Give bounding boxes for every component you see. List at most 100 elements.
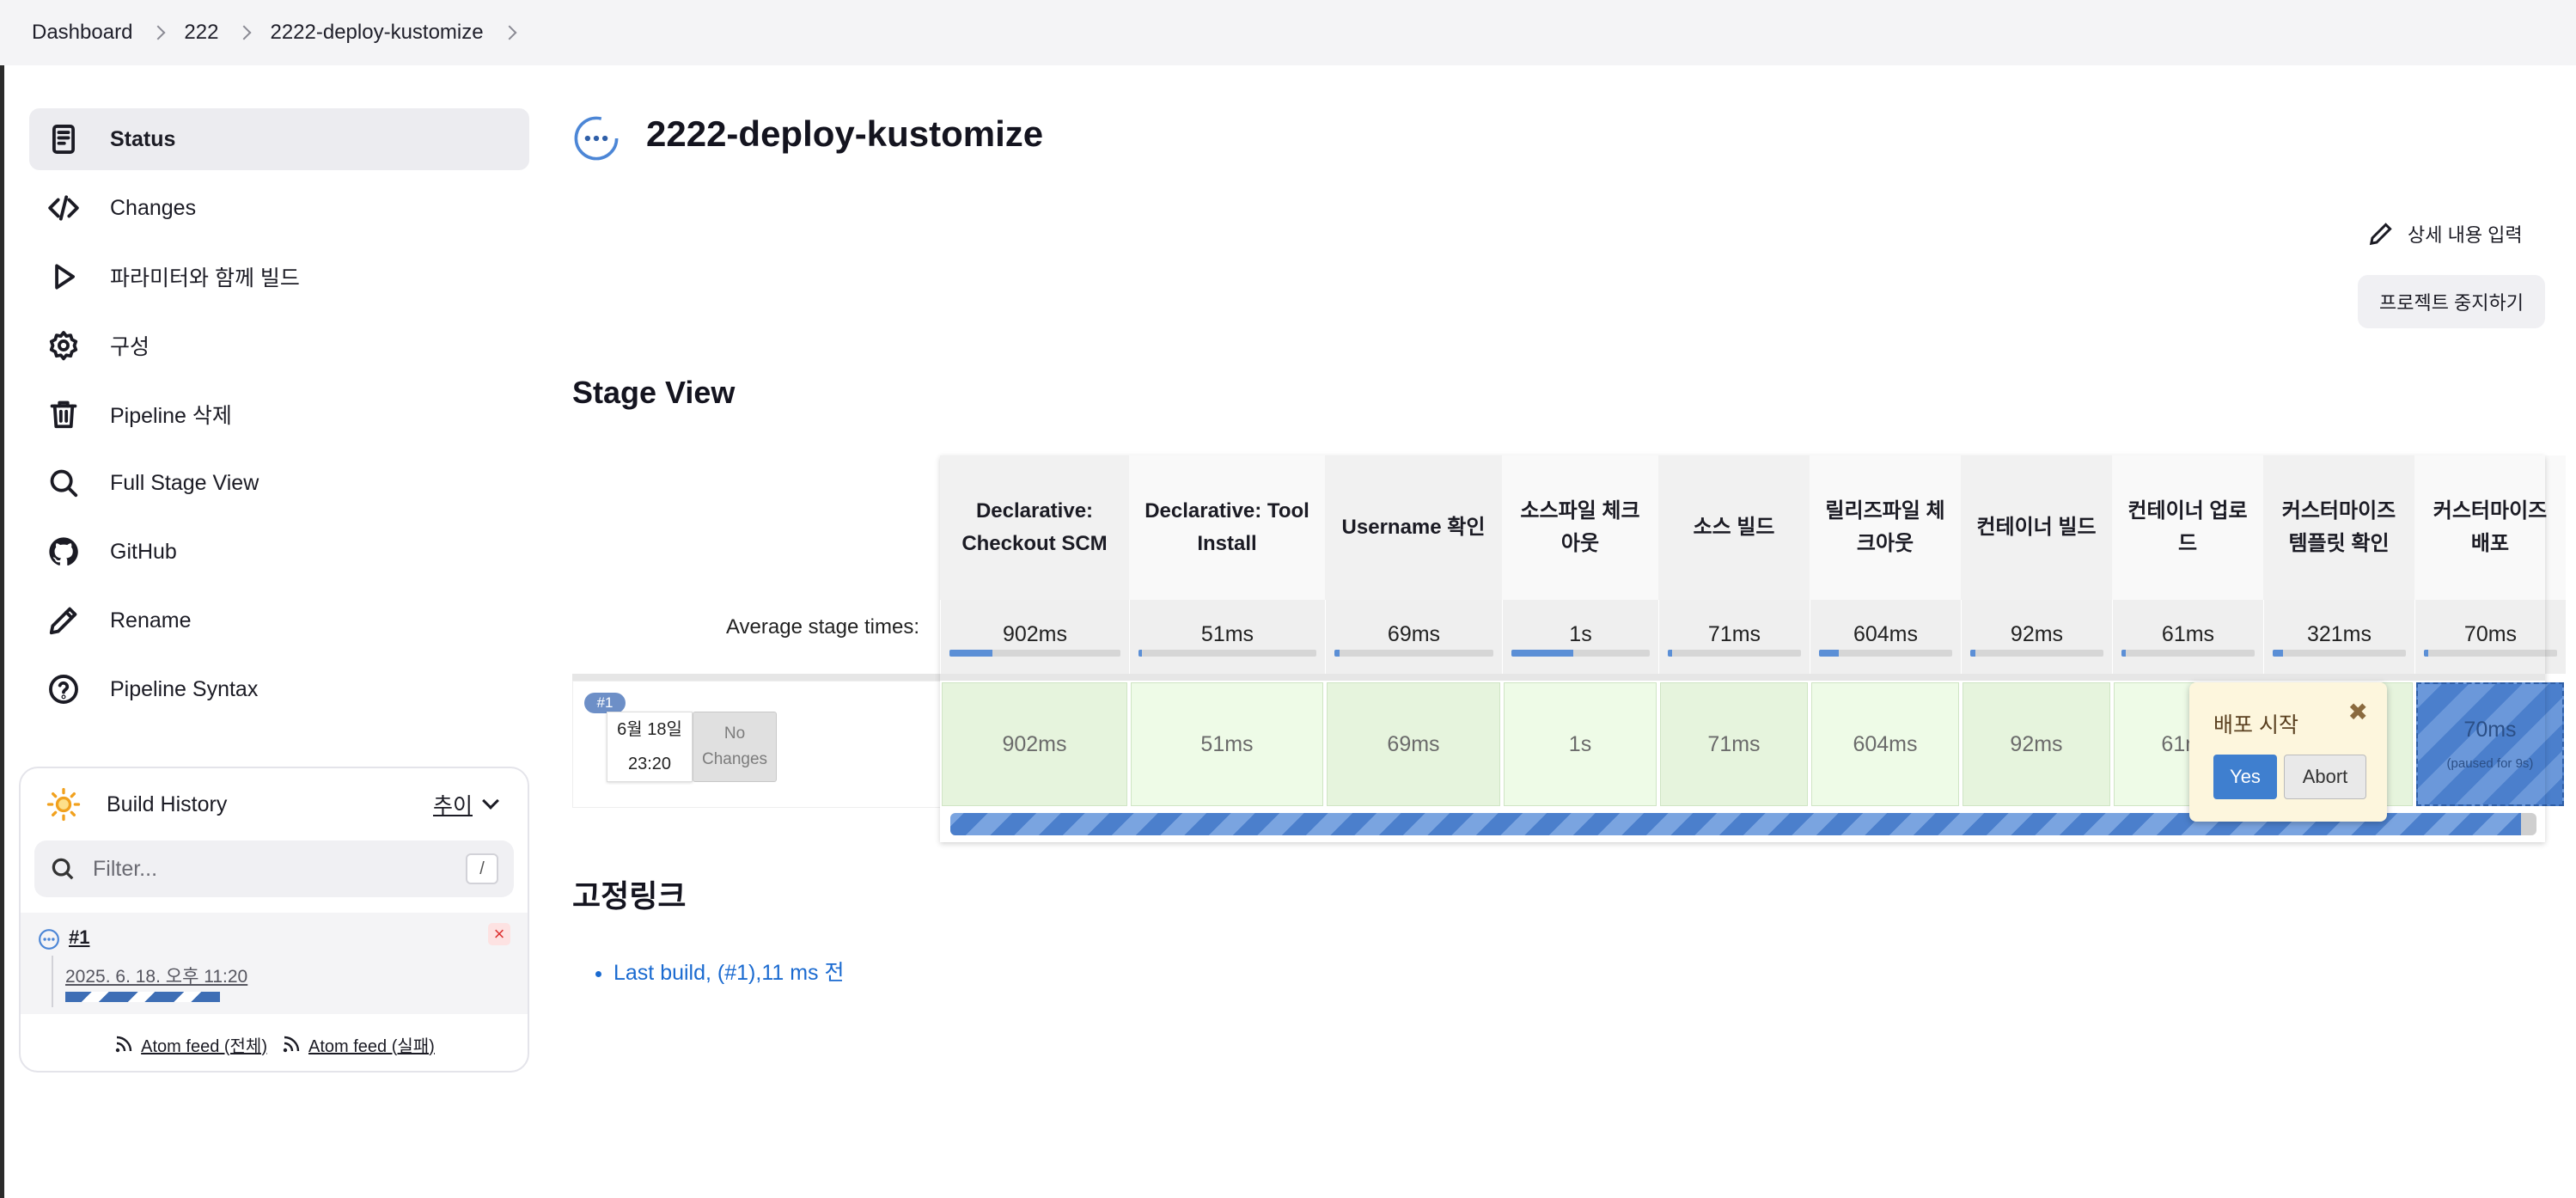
- stage-average-bar: [2273, 650, 2406, 657]
- edit-description-label: 상세 내용 입력: [2408, 224, 2523, 246]
- stage-column: 소스파일 체크아웃 1s 1s: [1502, 455, 1658, 816]
- stage-average-bar: [1668, 650, 1801, 657]
- sidebar-item-configure[interactable]: 구성: [29, 315, 529, 376]
- cancel-build-icon[interactable]: ×: [488, 923, 510, 945]
- atom-feed-all-link[interactable]: Atom feed (전체): [113, 1032, 267, 1057]
- stage-column: Declarative: Checkout SCM 902ms 902ms: [940, 455, 1129, 816]
- build-date-link[interactable]: 2025. 6. 18. 오후 11:20: [65, 967, 248, 987]
- stage-average: 51ms: [1129, 600, 1325, 674]
- permalink-item: Last build, (#1),11 ms 전: [613, 956, 844, 987]
- stage-view-divider: [572, 674, 2545, 681]
- stage-column: 릴리즈파일 체크아웃 604ms 604ms: [1810, 455, 1961, 816]
- build-number-link[interactable]: #1: [69, 926, 90, 948]
- atom-feed-failed-link[interactable]: Atom feed (실패): [281, 1032, 435, 1057]
- sidebar-item-changes[interactable]: Changes: [29, 177, 529, 239]
- stage-cell-time: 1s: [1568, 731, 1592, 756]
- in-progress-icon: [574, 116, 619, 161]
- stage-average-time: 92ms: [2010, 622, 2064, 646]
- stage-average-bar-fill: [1668, 650, 1672, 657]
- stage-average-time: 1s: [1569, 622, 1592, 646]
- stage-average-time: 51ms: [1200, 622, 1254, 646]
- stage-average: 71ms: [1658, 600, 1810, 674]
- pencil-icon: [2369, 223, 2392, 246]
- trend-link[interactable]: 추이: [432, 794, 473, 818]
- stage-average-bar-fill: [1819, 650, 1840, 657]
- stage-cell-running[interactable]: 70ms (paused for 9s): [2416, 682, 2564, 806]
- permalinks-list: Last build, (#1),11 ms 전: [613, 956, 844, 987]
- stop-project-button[interactable]: 프로젝트 중지하기: [2358, 275, 2545, 328]
- stage-cell-success[interactable]: 604ms: [1811, 682, 1959, 806]
- stage-average: 70ms: [2414, 600, 2566, 674]
- stage-cell-time: 902ms: [1002, 731, 1067, 756]
- edit-description-link[interactable]: 상세 내용 입력: [2368, 220, 2523, 248]
- rss-icon: [115, 1036, 132, 1053]
- stage-average-bar: [1511, 650, 1650, 657]
- sidebar-item-label: 파라미터와 함께 빌드: [110, 266, 300, 290]
- stage-cell-time: 51ms: [1200, 731, 1254, 756]
- atom-feed-all-label: Atom feed (전체): [141, 1036, 267, 1056]
- sidebar-item-status[interactable]: Status: [29, 108, 529, 170]
- gear-icon: [46, 328, 81, 363]
- sidebar-item-label: Pipeline 삭제: [110, 404, 232, 428]
- stage-average-time: 604ms: [1853, 622, 1919, 646]
- sidebar-item-build-with-parameters[interactable]: 파라미터와 함께 빌드: [29, 246, 529, 308]
- trash-icon: [46, 397, 81, 431]
- play-icon: [46, 260, 81, 294]
- build-history-title: Build History: [107, 792, 228, 816]
- stage-average-bar: [2424, 650, 2557, 657]
- build-filter-input[interactable]: [93, 856, 466, 882]
- sun-icon: [46, 787, 81, 822]
- sidebar-item-label: 구성: [110, 335, 150, 359]
- stage-header: 소스파일 체크아웃: [1502, 455, 1658, 600]
- stage-cell-time: 604ms: [1853, 731, 1918, 756]
- sidebar-item-full-stage-view[interactable]: Full Stage View: [29, 452, 529, 514]
- stage-cell-success[interactable]: 71ms: [1660, 682, 1808, 806]
- breadcrumb-job[interactable]: 2222-deploy-kustomize: [270, 21, 484, 44]
- stage-average-bar: [1334, 650, 1493, 657]
- sidebar: Status Changes 파라미터와 함께 빌드 구성 Pipeline 삭…: [29, 108, 529, 727]
- stage-average-time: 61ms: [2161, 622, 2215, 646]
- build-history-widget: Build History 추이 / #1 × 2025. 6. 18. 오후 …: [19, 767, 529, 1073]
- stage-column: 컨테이너 빌드 92ms 92ms: [1961, 455, 2112, 816]
- stage-header: 컨테이너 빌드: [1961, 455, 2112, 600]
- chevron-down-icon[interactable]: [482, 792, 499, 810]
- stage-average-bar: [1970, 650, 2103, 657]
- permalinks-title: 고정링크: [572, 878, 687, 914]
- stage-average-time: 71ms: [1707, 622, 1761, 646]
- sidebar-item-pipeline-syntax[interactable]: Pipeline Syntax: [29, 658, 529, 720]
- last-build-link[interactable]: Last build, (#1),11 ms 전: [613, 961, 845, 985]
- search-icon: [52, 858, 74, 880]
- breadcrumb-folder[interactable]: 222: [184, 21, 219, 44]
- sidebar-item-github[interactable]: GitHub: [29, 521, 529, 583]
- stage-cell-success[interactable]: 69ms: [1327, 682, 1500, 806]
- yes-button[interactable]: Yes: [2213, 755, 2277, 799]
- stage-cell-success[interactable]: 1s: [1504, 682, 1657, 806]
- stage-average: 92ms: [1961, 600, 2112, 674]
- status-icon: [46, 122, 81, 156]
- build-date-time: 23:20: [627, 755, 672, 773]
- build-history-row: #1 × 2025. 6. 18. 오후 11:20: [21, 913, 528, 1014]
- sidebar-item-label: Changes: [110, 195, 197, 220]
- stage-column: 커스터마이즈 배포 70ms 70ms (paused for 9s): [2414, 455, 2566, 816]
- stage-cell-success[interactable]: 51ms: [1131, 682, 1323, 806]
- stage-header: 소스 빌드: [1658, 455, 1810, 600]
- close-icon[interactable]: ✖: [2347, 699, 2368, 725]
- stage-average-time: 70ms: [2463, 622, 2518, 646]
- github-icon: [46, 535, 81, 569]
- stage-average-bar-fill: [2273, 650, 2284, 657]
- stage-header: Username 확인: [1325, 455, 1502, 600]
- build-badge[interactable]: #1: [584, 693, 626, 713]
- sidebar-item-rename[interactable]: Rename: [29, 590, 529, 651]
- stage-cell-success[interactable]: 92ms: [1963, 682, 2110, 806]
- abort-button[interactable]: Abort: [2284, 755, 2366, 799]
- timeline-line: [52, 956, 53, 1007]
- breadcrumb-dashboard[interactable]: Dashboard: [32, 21, 133, 44]
- pencil-icon: [46, 603, 81, 638]
- chevron-right-icon: [236, 25, 252, 40]
- chevron-right-icon[interactable]: [502, 25, 517, 40]
- sidebar-item-delete-pipeline[interactable]: Pipeline 삭제: [29, 383, 529, 445]
- search-icon: [46, 466, 81, 500]
- stage-cell-success[interactable]: 902ms: [942, 682, 1127, 806]
- build-filter: /: [34, 840, 514, 897]
- stage-cell-time: 69ms: [1387, 731, 1440, 756]
